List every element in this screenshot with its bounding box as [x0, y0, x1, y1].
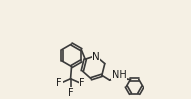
Text: N: N: [92, 52, 100, 62]
Text: NH: NH: [112, 70, 126, 80]
Text: F: F: [79, 78, 85, 88]
Text: F: F: [57, 78, 62, 88]
Text: F: F: [68, 88, 73, 98]
